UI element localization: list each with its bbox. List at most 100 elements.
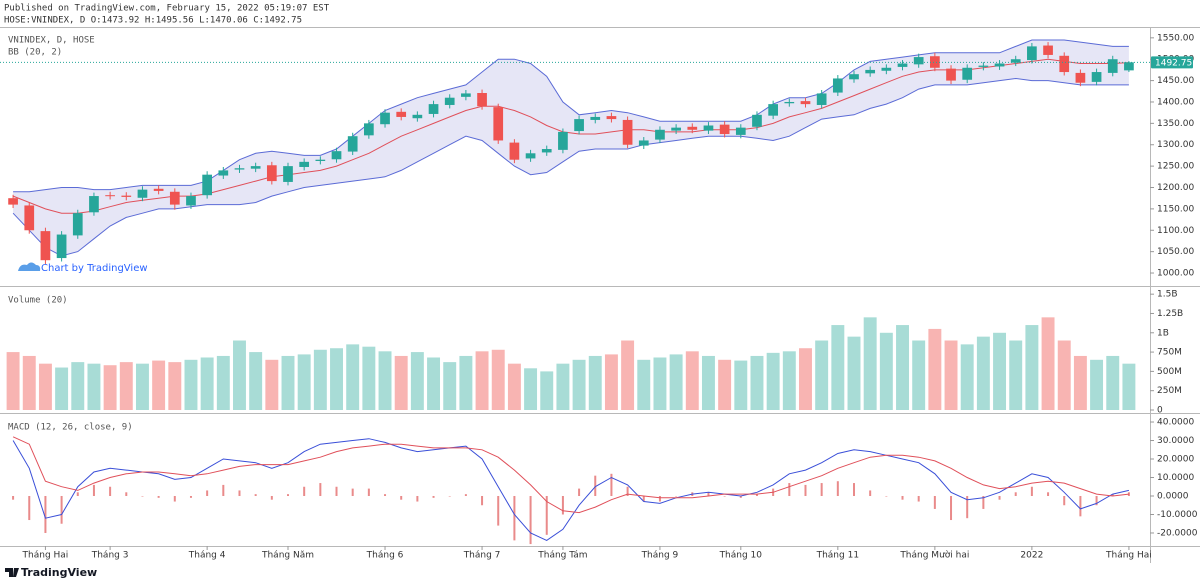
y-tick-label: 1150.00: [1157, 204, 1194, 214]
volume-bar: [216, 355, 230, 410]
volume-bar: [993, 332, 1007, 410]
volume-bar: [38, 363, 52, 410]
histogram-bar: [933, 495, 936, 509]
volume-bar: [960, 344, 974, 410]
volume-bar: [669, 354, 683, 410]
published-line: Published on TradingView.com, February 1…: [4, 4, 330, 14]
y-tick-label: 1400.00: [1157, 97, 1194, 107]
volume-bar: [313, 349, 327, 410]
volume-bar: [427, 357, 441, 410]
volume-bar: [443, 362, 457, 410]
y-tick-label: 10.0000: [1157, 473, 1194, 483]
candle-body: [897, 63, 908, 67]
histogram-bar: [561, 495, 564, 515]
volume-bar: [1073, 355, 1087, 410]
volume-bar: [896, 325, 909, 410]
volume-bar: [621, 340, 635, 410]
candle-body: [832, 78, 843, 93]
histogram-bar: [901, 495, 904, 500]
volume-bar: [524, 368, 538, 410]
candle-body: [1010, 59, 1021, 63]
volume-bar: [233, 340, 246, 410]
candle-body: [493, 107, 504, 141]
candle-body: [881, 67, 892, 71]
y-tick-label: 1000.00: [1157, 269, 1194, 279]
histogram-bar: [1047, 492, 1050, 496]
volume-bar: [281, 355, 295, 410]
volume-bar: [410, 352, 424, 410]
candle-body: [396, 111, 407, 117]
volume-bar: [330, 348, 343, 410]
candle-body: [72, 213, 83, 236]
histogram-bar: [1014, 492, 1017, 496]
volume-bar: [249, 352, 263, 410]
volume-bar: [556, 363, 570, 410]
histogram-bar: [319, 483, 322, 496]
y-tick-label: 1450.00: [1157, 76, 1194, 86]
candle-body: [978, 65, 989, 67]
histogram-bar: [416, 495, 419, 502]
histogram-bar: [869, 490, 872, 496]
histogram-bar: [529, 495, 532, 545]
footer-brand: TradingView: [21, 566, 97, 579]
volume-bar: [491, 349, 505, 410]
candle-body: [849, 74, 859, 80]
volume-bar: [184, 359, 198, 410]
candle-body: [638, 140, 649, 146]
histogram-bar: [125, 492, 128, 496]
volume-bar: [103, 365, 117, 410]
candle-body: [994, 63, 1005, 67]
candle-body: [412, 114, 423, 119]
candle-body: [930, 56, 940, 68]
volume-bar: [928, 328, 942, 410]
x-tick-label: Tháng Hai: [22, 551, 69, 561]
candle-body: [1027, 46, 1037, 61]
candle-body: [461, 93, 471, 97]
candle-body: [622, 119, 633, 145]
candle-body: [913, 57, 924, 65]
histogram-bar: [44, 495, 47, 533]
histogram-bar: [723, 495, 726, 497]
volume-bar: [297, 354, 311, 410]
candle-body: [671, 127, 681, 131]
histogram-bar: [367, 488, 370, 496]
y-tick-label: 1.5B: [1157, 290, 1178, 300]
histogram-bar: [853, 483, 855, 496]
candle-body: [1091, 72, 1102, 82]
candle-body: [331, 151, 342, 160]
histogram-bar: [173, 495, 176, 502]
candle-body: [1107, 59, 1118, 73]
candle-body: [735, 127, 746, 135]
y-tick-label: 30.0000: [1157, 436, 1194, 446]
y-tick-label: 0: [1157, 405, 1163, 415]
volume-bar: [71, 362, 85, 410]
band-fill: [13, 40, 1129, 256]
volume-bar: [168, 362, 182, 410]
histogram-bar: [658, 495, 661, 502]
volume-bar: [378, 351, 392, 410]
histogram-bar: [222, 484, 225, 496]
y-tick-label: 1050.00: [1157, 247, 1194, 257]
candle-body: [234, 168, 245, 170]
y-tick-label: 1250.00: [1157, 162, 1194, 172]
histogram-bar: [545, 495, 548, 535]
candle-body: [816, 93, 827, 105]
volume-bar: [475, 351, 489, 410]
histogram-bar: [109, 486, 112, 496]
volume-bar: [1009, 340, 1023, 410]
volume-bar: [540, 371, 554, 410]
volume-bar: [637, 359, 651, 410]
volume-bar: [55, 367, 69, 410]
histogram-bar: [966, 495, 969, 519]
candle-body: [364, 123, 374, 136]
histogram-bar: [464, 494, 467, 496]
candle-body: [962, 67, 973, 80]
x-tick-label: Tháng Mười hai: [899, 550, 969, 561]
histogram-bar: [707, 492, 710, 496]
candle-body: [1059, 55, 1070, 73]
volume-bar: [734, 360, 748, 410]
y-tick-label: 40.0000: [1157, 418, 1194, 428]
candle-body: [800, 101, 811, 105]
